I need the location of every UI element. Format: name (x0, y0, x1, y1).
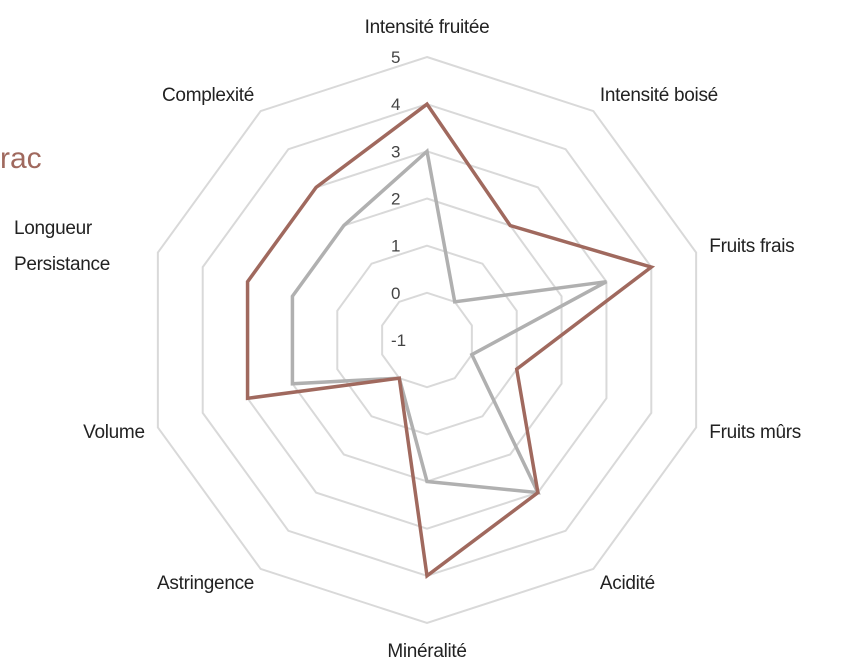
axis-label: Complexité (162, 85, 255, 107)
tick-label: 5 (391, 48, 400, 67)
series-line (290, 147, 608, 495)
axis-label: Acidité (599, 572, 655, 594)
axis-label: Fruits frais (709, 235, 795, 257)
tick-label: -1 (391, 331, 406, 350)
axis-label: Minéralité (387, 641, 467, 662)
axis-label: Astringence (157, 572, 255, 594)
tick-label: 0 (391, 284, 400, 303)
axis-label: Fruits mûrs (709, 422, 801, 443)
grid-ring (201, 103, 653, 577)
axis-label: Intensité fruitée (364, 17, 490, 38)
tick-label: 2 (391, 190, 400, 209)
axis-label: Volume (83, 422, 145, 443)
grid-ring (156, 55, 698, 625)
tick-label: 4 (391, 95, 400, 114)
tick-label: 1 (391, 237, 400, 256)
subtitle: rac (0, 142, 42, 175)
grid-ring (381, 291, 473, 389)
tick-label: 3 (391, 142, 400, 161)
grid-ring (336, 244, 518, 436)
axis-label: Intensité boisé (599, 85, 718, 107)
series-line (245, 101, 656, 580)
axis-label: Longueur Persistance (14, 217, 110, 275)
